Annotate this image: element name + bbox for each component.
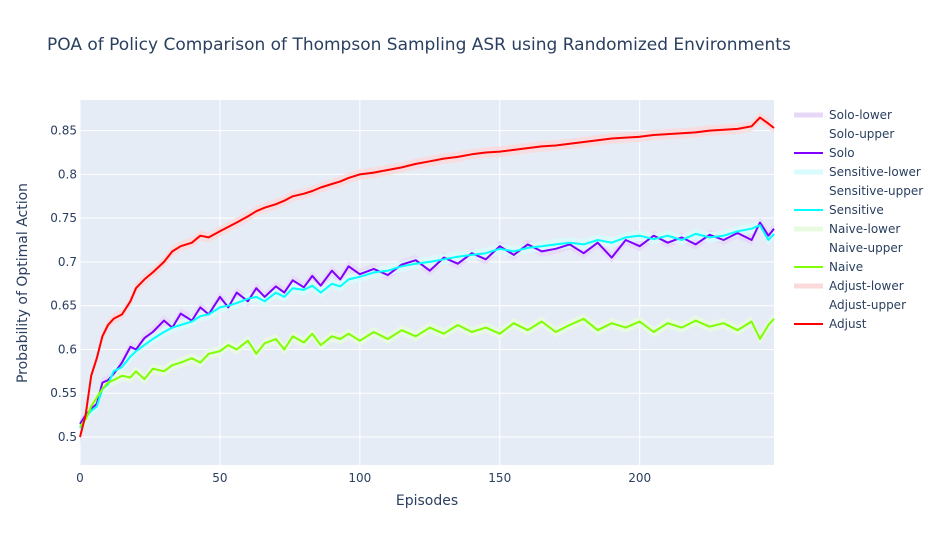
x-tick-label: 0 <box>76 471 84 485</box>
legend-label: Adjust <box>829 317 867 331</box>
y-tick-label: 0.6 <box>58 342 77 356</box>
legend-label: Naive-lower <box>829 222 900 236</box>
legend-label: Naive <box>829 260 863 274</box>
y-tick-label: 0.65 <box>50 299 77 313</box>
legend-label: Solo-lower <box>829 108 892 122</box>
legend-label: Sensitive-upper <box>829 184 923 198</box>
sensitive-line <box>79 224 775 429</box>
legend-item-naive-upper[interactable]: Naive-upper <box>794 241 903 255</box>
y-tick-label: 0.75 <box>50 211 77 225</box>
legend-label: Naive-upper <box>829 241 903 255</box>
series-lines <box>79 116 775 438</box>
y-tick-label: 0.85 <box>50 124 77 138</box>
legend-item-sensitive-lower[interactable]: Sensitive-lower <box>794 165 921 179</box>
plot-area <box>80 100 774 465</box>
legend-item-solo[interactable]: Solo <box>794 146 855 160</box>
legend-item-solo-upper[interactable]: Solo-upper <box>794 127 894 141</box>
legend-label: Adjust-upper <box>829 298 906 312</box>
y-tick-label: 0.7 <box>58 255 77 269</box>
y-tick-label: 0.8 <box>58 167 77 181</box>
legend-item-sensitive-upper[interactable]: Sensitive-upper <box>794 184 923 198</box>
y-axis-title: Probability of Optimal Action <box>15 183 31 383</box>
x-axis-ticks: 0 50 100 150 200 <box>76 471 651 485</box>
legend-item-adjust-upper[interactable]: Adjust-upper <box>794 298 906 312</box>
legend[interactable]: Solo-lower Solo-upper Solo Sensitive-lower S… <box>794 108 923 331</box>
y-tick-label: 0.5 <box>58 430 77 444</box>
chart-title: POA of Policy Comparison of Thompson Sam… <box>47 35 791 55</box>
legend-item-naive-lower[interactable]: Naive-lower <box>794 222 900 236</box>
legend-item-solo-lower[interactable]: Solo-lower <box>794 108 892 122</box>
legend-label: Solo <box>829 146 855 160</box>
legend-item-adjust-lower[interactable]: Adjust-lower <box>794 279 904 293</box>
y-tick-label: 0.55 <box>50 386 77 400</box>
adjust-line <box>79 116 775 438</box>
legend-item-naive[interactable]: Naive <box>794 260 863 274</box>
solo-line <box>79 221 775 425</box>
naive-line <box>79 317 775 428</box>
legend-label: Solo-upper <box>829 127 894 141</box>
legend-label: Sensitive <box>829 203 884 217</box>
legend-item-sensitive[interactable]: Sensitive <box>794 203 884 217</box>
x-tick-label: 50 <box>212 471 227 485</box>
legend-label: Sensitive-lower <box>829 165 921 179</box>
x-axis-title: Episodes <box>396 493 458 509</box>
y-axis-ticks: 0.5 0.55 0.6 0.65 0.7 0.75 0.8 0.85 <box>50 124 77 444</box>
legend-label: Adjust-lower <box>829 279 904 293</box>
legend-item-adjust[interactable]: Adjust <box>794 317 867 331</box>
x-tick-label: 100 <box>348 471 371 485</box>
x-tick-label: 150 <box>488 471 511 485</box>
x-tick-label: 200 <box>628 471 651 485</box>
